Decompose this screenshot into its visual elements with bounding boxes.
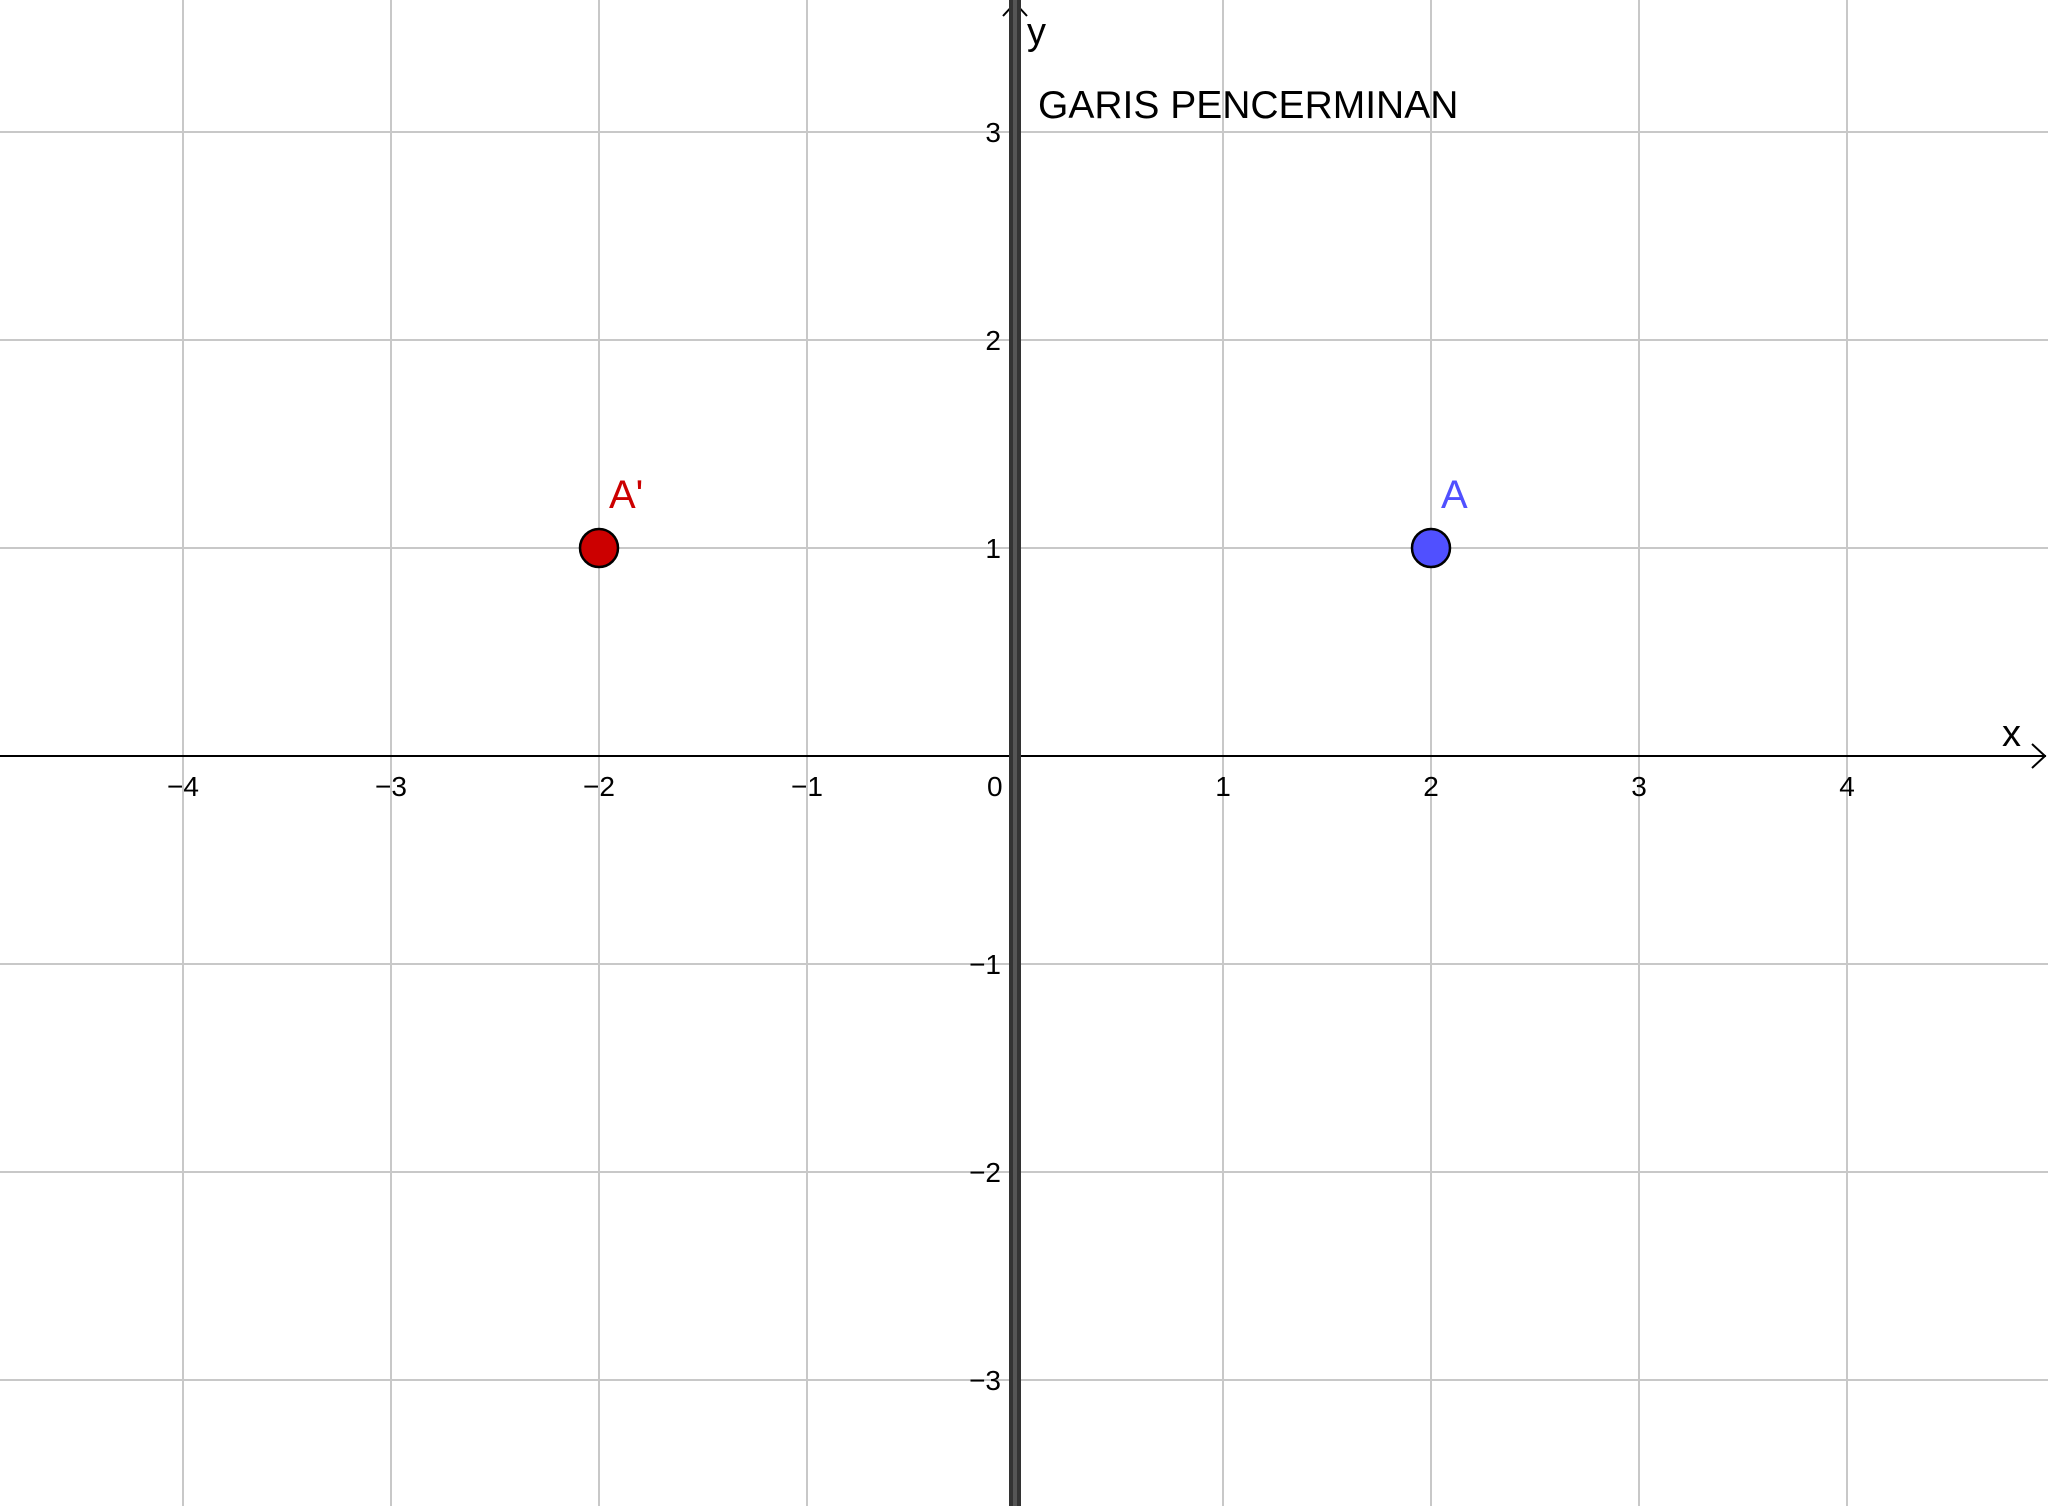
reflection-line-group[interactable]: GARIS PENCERMINAN — [1009, 0, 1458, 1506]
point-a-prime[interactable]: A' — [578, 473, 643, 569]
x-tick-label: −2 — [583, 771, 615, 802]
y-tick-label: 3 — [985, 117, 1001, 148]
reflection-line-label: GARIS PENCERMINAN — [1038, 84, 1458, 127]
points[interactable]: A A' — [578, 473, 1468, 569]
x-tick-label: −3 — [375, 771, 407, 802]
y-tick-label: −2 — [969, 1157, 1001, 1188]
point-label: A' — [609, 473, 643, 517]
origin-label: 0 — [987, 771, 1003, 802]
y-tick-label: −3 — [969, 1365, 1001, 1396]
x-axis-label: x — [2002, 713, 2021, 755]
x-axis-arrow-icon — [2031, 743, 2047, 769]
point-label: A — [1441, 473, 1468, 517]
tick-labels: −4 −3 −2 −1 1 2 3 4 −3 −2 −1 1 2 3 — [167, 117, 1855, 1396]
x-tick-label: 1 — [1215, 771, 1231, 802]
x-tick-label: 4 — [1839, 771, 1855, 802]
point-marker[interactable] — [1410, 527, 1452, 569]
x-tick-label: 3 — [1631, 771, 1647, 802]
y-tick-label: −1 — [969, 949, 1001, 980]
x-tick-label: −1 — [791, 771, 823, 802]
x-tick-label: −4 — [167, 771, 199, 802]
y-tick-label: 1 — [985, 533, 1001, 564]
x-tick-label: 2 — [1423, 771, 1439, 802]
point-marker[interactable] — [578, 527, 620, 569]
y-axis-label: y — [1027, 11, 1046, 53]
point-a[interactable]: A — [1410, 473, 1468, 569]
y-tick-label: 2 — [985, 325, 1001, 356]
